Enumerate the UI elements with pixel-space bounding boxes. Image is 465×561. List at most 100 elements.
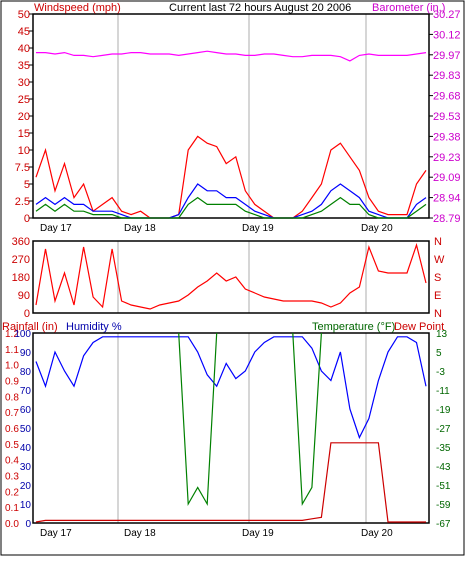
temperature-tick-label: -3 [436, 367, 445, 378]
humidity-tick-label: 80 [20, 367, 32, 378]
right-tick-label: 30.12 [433, 29, 461, 41]
series-line-1 [35, 135, 427, 219]
panel2-gridlines [117, 241, 367, 313]
rainfall-tick-label: 1.2 [5, 329, 19, 340]
temperature-tick-label: -27 [436, 424, 451, 435]
right-tick-label: 28.79 [433, 213, 461, 225]
rainfall-tick-label: 0.5 [5, 440, 19, 451]
humidity-tick-label: 0 [25, 519, 31, 530]
compass-tick-label: E [434, 290, 441, 302]
temperature-tick-label: -51 [436, 481, 451, 492]
panel2-frame [32, 240, 430, 314]
series-line-3 [35, 196, 427, 219]
left-tick-label: 7.5 [15, 162, 30, 174]
left-tick-label: 50 [18, 9, 30, 21]
humidity-tick-label: 100 [14, 329, 31, 340]
humidity-tick-label: 20 [20, 481, 32, 492]
panel3-humidity-label: Humidity % [66, 321, 122, 333]
humidity-tick-label: 50 [20, 424, 32, 435]
left-tick-label: 40 [18, 43, 30, 55]
temperature-tick-label: -11 [436, 386, 450, 397]
rainfall-tick-label: 0.1 [5, 503, 19, 514]
panel1-right-axis-label: Barometer (in.) [372, 2, 445, 14]
compass-tick-label: N [434, 236, 442, 248]
compass-tick-label: S [434, 272, 441, 284]
panel3-dewpoint-label: Dew Point [394, 321, 444, 333]
panel2-series [35, 242, 427, 310]
temperature-tick-label: -67 [436, 519, 451, 530]
right-tick-label: 30.27 [433, 9, 461, 21]
rainfall-tick-label: 0.3 [5, 472, 19, 483]
left-tick-label: 2.5 [15, 196, 30, 208]
left-tick-label: 35 [18, 60, 30, 72]
rainfall-tick-label: 0.7 [5, 408, 19, 419]
series-line-1 [292, 332, 322, 507]
x-tick-label: Day 17 [40, 528, 72, 539]
rainfall-tick-label: 0.6 [5, 424, 19, 435]
panel1-right-ticks: 28.79 28.94 29.09 29.23 29.38 29.53 29.68 29.83… [429, 9, 461, 225]
temperature-tick-label: -35 [436, 443, 451, 454]
humidity-tick-label: 40 [20, 443, 32, 454]
panel3-rainfall-label: Rainfall (in) [2, 321, 58, 333]
series-line-2 [35, 183, 427, 219]
series-line-0 [35, 336, 427, 440]
left-tick-label: 0 [24, 213, 30, 225]
humidity-tick-label: 90 [20, 348, 32, 359]
humidity-tick-label: 60 [20, 405, 32, 416]
panel3-x-labels: Day 17 Day 18 Day 19 Day 20 [40, 528, 393, 539]
compass-tick-label: N [434, 308, 442, 320]
right-tick-label: 28.94 [433, 193, 461, 205]
right-tick-label: 29.38 [433, 131, 461, 143]
left-tick-label: 30 [18, 77, 30, 89]
series-line-0 [36, 50, 427, 62]
left-tick-label: 10 [18, 145, 30, 157]
wind-dir-tick-label: 360 [12, 236, 30, 248]
panel3-temperature-label: Temperature (°F) [312, 321, 395, 333]
temperature-tick-label: -19 [436, 405, 451, 416]
panel3-frame [32, 332, 430, 524]
x-tick-label: Day 20 [361, 528, 393, 539]
right-tick-label: 29.09 [433, 172, 461, 184]
panel3-rainfall-ticks: 0.0 0.1 0.2 0.3 0.4 0.5 0.6 0.7 0.8 0.9 1.0 1.1 1.2 [5, 329, 19, 530]
x-tick-label: Day 19 [242, 528, 274, 539]
x-tick-label: Day 18 [124, 528, 156, 539]
left-tick-label: 5 [24, 179, 30, 191]
temperature-tick-label: -43 [436, 462, 451, 473]
rainfall-tick-label: 0.0 [5, 519, 19, 530]
wind-dir-tick-label: 180 [12, 272, 30, 284]
compass-tick-label: W [434, 254, 445, 266]
right-tick-label: 29.23 [433, 152, 461, 164]
humidity-tick-label: 70 [20, 386, 32, 397]
panel3-series [35, 332, 427, 523]
x-tick-label: Day 20 [361, 223, 393, 234]
panel1-x-labels: Day 17 Day 18 Day 19 Day 20 [40, 223, 393, 234]
right-tick-label: 29.97 [433, 50, 461, 62]
humidity-tick-label: 30 [20, 462, 32, 473]
humidity-tick-label: 10 [20, 500, 32, 511]
x-tick-label: Day 19 [242, 223, 274, 234]
right-tick-label: 29.83 [433, 70, 461, 82]
wind-dir-tick-label: 90 [18, 290, 30, 302]
x-tick-label: Day 17 [40, 223, 72, 234]
panel1-series [35, 50, 427, 219]
wind-direction-line [35, 242, 427, 310]
panel1-title: Current last 72 hours August 20 2006 [169, 2, 351, 14]
series-line-1 [178, 332, 218, 507]
wind-dir-tick-label: 270 [12, 254, 30, 266]
right-tick-label: 29.68 [433, 91, 461, 103]
panel3-humidity-ticks: 0 10 20 30 40 50 60 70 80 90 100 [14, 329, 31, 530]
temperature-tick-label: 13 [436, 329, 448, 340]
left-tick-label: 20 [18, 111, 30, 123]
rainfall-tick-label: 0.8 [5, 392, 19, 403]
panel1-gridlines [117, 14, 367, 218]
panel2-left-ticks: 0 90 180 270 360 [12, 236, 30, 320]
left-tick-label: 45 [18, 26, 30, 38]
panel1-left-ticks: 0 2.5 5 7.5 10 15 20 25 30 35 40 45 50 [15, 9, 33, 225]
left-tick-label: 15 [18, 128, 30, 140]
right-tick-label: 29.53 [433, 111, 461, 123]
panel1-left-axis-label: Windspeed (mph) [34, 2, 121, 14]
rainfall-tick-label: 1.0 [5, 361, 19, 372]
rainfall-tick-label: 1.1 [5, 345, 19, 356]
